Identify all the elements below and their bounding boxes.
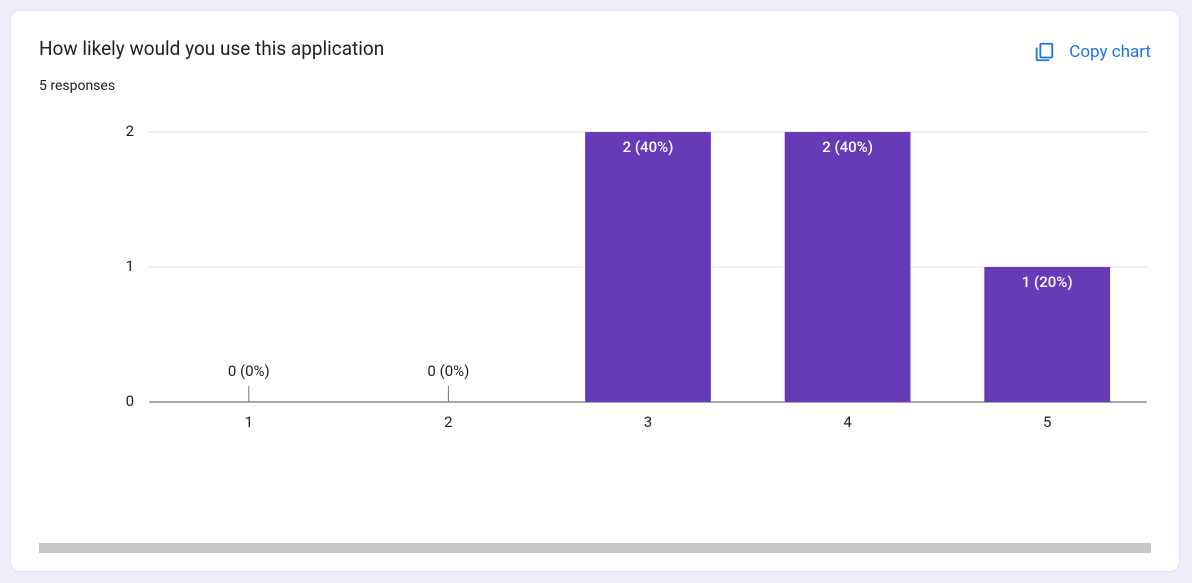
response-count: 5 responses xyxy=(39,78,384,94)
y-axis-label: 2 xyxy=(126,122,134,140)
bar-chart: 0 1 2 0 (0%) 1 0 (0%) 2 2 (40%) 3 2 (40%) 4 1 (20%)… xyxy=(39,122,1149,462)
x-axis-label: 1 xyxy=(245,413,253,431)
copy-icon xyxy=(1033,41,1055,63)
bar xyxy=(585,132,711,402)
bar-value-label: 1 (20%) xyxy=(1022,273,1073,291)
question-title: How likely would you use this applicatio… xyxy=(39,37,384,60)
bar-value-label: 2 (40%) xyxy=(822,138,873,156)
copy-chart-label: Copy chart xyxy=(1069,42,1151,62)
y-axis-label: 1 xyxy=(126,257,134,275)
x-axis-label: 3 xyxy=(644,413,652,431)
chart-area: 0 1 2 0 (0%) 1 0 (0%) 2 2 (40%) 3 2 (40%) 4 1 (20%)… xyxy=(39,122,1151,482)
y-axis-label: 0 xyxy=(126,392,134,410)
bar-value-label: 0 (0%) xyxy=(427,362,469,380)
horizontal-scrollbar[interactable] xyxy=(39,543,1151,553)
card-header: How likely would you use this applicatio… xyxy=(39,37,1151,94)
bar-value-label: 0 (0%) xyxy=(228,362,270,380)
x-axis-label: 4 xyxy=(843,413,852,431)
copy-chart-button[interactable]: Copy chart xyxy=(1033,37,1151,63)
response-card: How likely would you use this applicatio… xyxy=(10,10,1180,572)
x-axis-label: 5 xyxy=(1043,413,1051,431)
scrollbar-thumb[interactable] xyxy=(39,543,1151,553)
bar xyxy=(785,132,911,402)
x-axis-label: 2 xyxy=(444,413,452,431)
title-block: How likely would you use this applicatio… xyxy=(39,37,384,94)
bar-value-label: 2 (40%) xyxy=(623,138,674,156)
